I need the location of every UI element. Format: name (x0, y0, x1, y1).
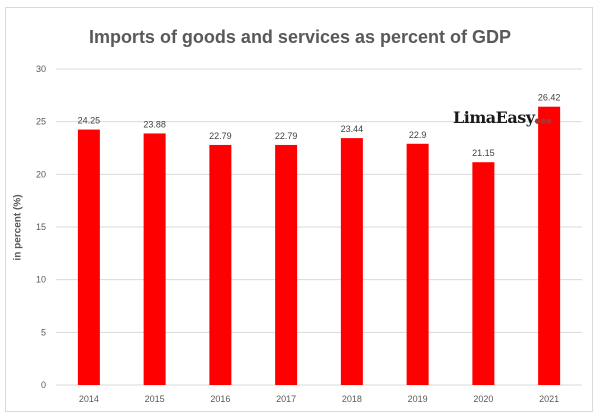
data-label: 23.44 (341, 124, 364, 134)
x-tick-label: 2020 (473, 394, 493, 404)
bar (538, 106, 561, 385)
y-tick-label: 25 (36, 117, 46, 127)
x-tick-label: 2018 (342, 394, 362, 404)
data-label: 23.88 (143, 119, 166, 129)
data-label: 22.9 (409, 130, 427, 140)
x-tick-label: 2014 (79, 394, 99, 404)
bar (77, 129, 100, 385)
bar (406, 143, 429, 385)
data-label: 22.79 (209, 131, 232, 141)
y-tick-label: 0 (41, 380, 46, 390)
chart-title: Imports of goods and services as percent… (88, 27, 512, 47)
data-label: 24.25 (78, 116, 101, 126)
data-label: 22.79 (275, 131, 298, 141)
chart-frame (5, 7, 593, 412)
bar (472, 162, 495, 385)
bar (275, 144, 298, 385)
x-tick-label: 2015 (145, 394, 165, 404)
y-tick-label: 15 (36, 222, 46, 232)
bar (340, 138, 363, 385)
x-tick-label: 2017 (276, 394, 296, 404)
y-tick-label: 5 (41, 327, 46, 337)
limaeasy-logo: LimaEasy●●● (453, 108, 552, 127)
bar (143, 133, 166, 385)
x-tick-label: 2019 (408, 394, 428, 404)
x-tick-label: 2021 (539, 394, 559, 404)
bar (209, 144, 232, 385)
data-label: 26.42 (538, 93, 561, 103)
x-tick-label: 2016 (210, 394, 230, 404)
y-tick-label: 10 (36, 275, 46, 285)
y-tick-label: 30 (36, 64, 46, 74)
y-tick-label: 20 (36, 169, 46, 179)
data-label: 21.15 (472, 148, 495, 158)
